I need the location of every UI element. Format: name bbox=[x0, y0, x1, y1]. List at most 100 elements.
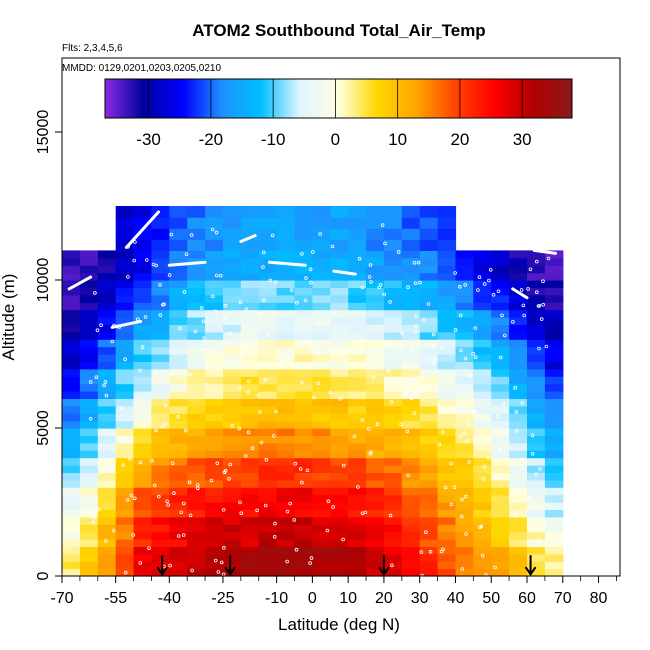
heatmap-cell bbox=[240, 250, 260, 259]
colorbar-swatch bbox=[335, 79, 339, 118]
heatmap-cell bbox=[527, 561, 546, 570]
heatmap-cell bbox=[544, 294, 564, 303]
heatmap-cell bbox=[544, 280, 564, 288]
heatmap-cell bbox=[187, 294, 206, 303]
heatmap-cell bbox=[401, 324, 421, 333]
heatmap-cell bbox=[62, 346, 81, 355]
heatmap-cell bbox=[437, 398, 457, 407]
heatmap-cell bbox=[527, 354, 546, 362]
track-point bbox=[129, 493, 134, 498]
heatmap-cell bbox=[437, 420, 457, 429]
heatmap-cell bbox=[205, 509, 224, 518]
heatmap-cell bbox=[348, 487, 367, 496]
heatmap-cell bbox=[294, 494, 313, 503]
track-point bbox=[261, 250, 266, 255]
track-point bbox=[526, 287, 530, 291]
heatmap-cell bbox=[401, 531, 421, 540]
heatmap-cell bbox=[205, 287, 224, 296]
heatmap-cell bbox=[401, 250, 421, 259]
heatmap-cell bbox=[79, 302, 99, 311]
track-point bbox=[357, 256, 362, 261]
heatmap-cell bbox=[473, 317, 492, 325]
heatmap-cell bbox=[97, 339, 117, 348]
colorbar-swatch bbox=[229, 79, 234, 118]
heatmap-cell bbox=[169, 368, 188, 377]
heatmap-cell bbox=[240, 553, 260, 562]
heatmap-cell bbox=[509, 405, 528, 414]
track-point bbox=[463, 494, 468, 499]
heatmap-cell bbox=[473, 539, 492, 547]
heatmap-cell bbox=[258, 516, 278, 525]
heatmap-cell bbox=[437, 317, 457, 325]
heatmap-cell bbox=[383, 442, 403, 451]
heatmap-cell bbox=[62, 479, 81, 488]
heatmap-cell bbox=[276, 257, 296, 266]
heatmap-cell bbox=[240, 228, 260, 240]
heatmap-cell bbox=[383, 420, 403, 429]
heatmap-cell bbox=[401, 257, 421, 266]
heatmap-cell bbox=[509, 354, 528, 362]
heatmap-cell bbox=[330, 383, 349, 392]
heatmap-cell bbox=[258, 524, 278, 533]
x-tick-label: 20 bbox=[375, 590, 393, 607]
heatmap-cell bbox=[348, 331, 367, 340]
heatmap-cell bbox=[258, 354, 278, 362]
heatmap-cell bbox=[312, 442, 331, 451]
track-point bbox=[491, 292, 496, 297]
heatmap-cell bbox=[491, 346, 510, 355]
track-point bbox=[430, 344, 435, 349]
heatmap-cell bbox=[509, 516, 528, 525]
heatmap-cell bbox=[115, 339, 135, 348]
heatmap-cell bbox=[258, 294, 278, 303]
track-point bbox=[195, 483, 200, 487]
heatmap-cell bbox=[473, 272, 492, 281]
heatmap-cell bbox=[312, 494, 331, 503]
heatmap-cell bbox=[491, 509, 510, 518]
heatmap-cell bbox=[79, 383, 99, 392]
heatmap-cell bbox=[223, 287, 242, 296]
heatmap-cell bbox=[79, 324, 99, 333]
colorbar-swatch bbox=[260, 79, 265, 118]
track-point bbox=[158, 282, 162, 287]
heatmap-cell bbox=[544, 524, 564, 533]
track-point bbox=[514, 428, 519, 433]
heatmap-cell bbox=[330, 354, 349, 362]
heatmap-cell bbox=[527, 539, 546, 547]
heatmap-cell bbox=[509, 457, 528, 466]
flight-arrow bbox=[156, 555, 168, 576]
heatmap-cell bbox=[509, 302, 528, 311]
heatmap-cell bbox=[115, 217, 135, 229]
track-point bbox=[201, 319, 206, 324]
heatmap-cell bbox=[169, 435, 188, 444]
heatmap-cell bbox=[312, 524, 331, 533]
heatmap-cell bbox=[455, 383, 474, 392]
heatmap-cell bbox=[133, 450, 152, 459]
heatmap-cell bbox=[419, 479, 439, 488]
heatmap-cell bbox=[133, 435, 152, 444]
track-point bbox=[413, 329, 418, 334]
heatmap-cell bbox=[223, 250, 242, 259]
heatmap-cell bbox=[366, 465, 385, 473]
heatmap-cell bbox=[366, 516, 385, 525]
track-point bbox=[182, 290, 187, 294]
track-point bbox=[464, 532, 468, 536]
colorbar-swatch bbox=[475, 79, 480, 118]
heatmap-cell bbox=[473, 561, 492, 570]
colorbar-swatch bbox=[400, 79, 405, 118]
track-point bbox=[536, 304, 541, 308]
colorbar-swatch bbox=[366, 79, 371, 118]
track-point bbox=[143, 315, 148, 319]
heatmap-cell bbox=[205, 302, 224, 311]
heatmap-cell bbox=[133, 398, 152, 407]
heatmap-cell bbox=[258, 561, 278, 570]
heatmap-cell bbox=[187, 509, 206, 518]
heatmap-cell bbox=[151, 524, 170, 533]
track-point bbox=[292, 518, 297, 522]
heatmap-cell bbox=[348, 257, 367, 266]
heatmap-cell bbox=[383, 428, 403, 436]
track-point bbox=[211, 294, 215, 299]
heatmap-cell bbox=[276, 405, 296, 414]
heatmap-cell bbox=[437, 568, 457, 577]
heatmap-cell bbox=[312, 280, 331, 288]
colorbar-swatch bbox=[276, 79, 280, 118]
